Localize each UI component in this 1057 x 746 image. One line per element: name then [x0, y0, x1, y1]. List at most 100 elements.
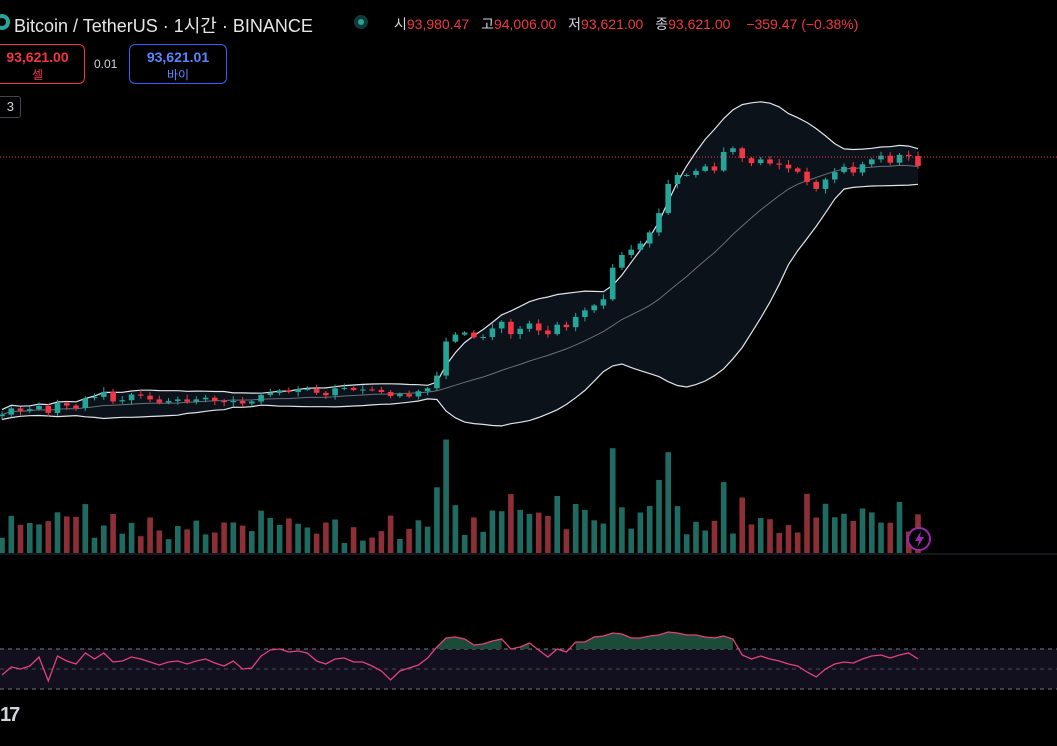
candle — [572, 316, 579, 328]
volume-bar — [887, 522, 894, 553]
candle — [767, 159, 773, 164]
volume-bar — [221, 522, 227, 553]
volume-bar — [360, 540, 366, 553]
candle — [8, 408, 15, 415]
candle — [822, 179, 829, 189]
candle — [221, 401, 227, 403]
candle — [304, 389, 311, 391]
volume-bar — [434, 487, 440, 553]
candle — [249, 401, 255, 404]
volume-bar — [832, 517, 838, 553]
candle — [794, 168, 801, 172]
volume-bar — [619, 507, 625, 553]
volume-bar — [711, 520, 718, 553]
candle — [443, 341, 449, 376]
volume-bar — [202, 534, 209, 553]
volume-bar — [674, 506, 681, 553]
low-label: 저 — [568, 16, 582, 32]
tradingview-logo-icon[interactable]: 17 — [0, 704, 20, 726]
bollinger-basis — [1, 164, 919, 416]
close-value: 93,621.00 — [668, 16, 731, 32]
volume-bar — [332, 519, 338, 553]
sell-button[interactable]: 93,621.00 셀 — [0, 44, 85, 84]
volume-bar — [369, 537, 375, 553]
candle — [582, 310, 588, 317]
sell-price: 93,621.00 — [6, 49, 69, 65]
volume-bar — [165, 539, 172, 553]
candle — [27, 409, 33, 411]
volume-bar — [739, 497, 745, 553]
candle — [165, 401, 172, 403]
volume-bar — [591, 520, 597, 553]
rsi-overbought-fill — [436, 637, 502, 649]
candle — [110, 392, 116, 402]
candle — [702, 166, 708, 171]
volume-bar — [230, 522, 237, 553]
candle — [230, 401, 237, 403]
volume-bar — [17, 524, 24, 553]
bitcoin-logo-icon — [0, 14, 10, 30]
volume-bar — [54, 512, 61, 553]
volume-bar — [794, 532, 801, 553]
candle — [878, 155, 884, 160]
candle — [156, 399, 163, 403]
candle — [489, 328, 496, 337]
volume-bar — [147, 517, 153, 553]
candle — [452, 334, 459, 342]
candle — [609, 267, 616, 300]
candle — [776, 163, 782, 165]
candle — [0, 414, 5, 417]
indicators-toggle[interactable]: 3 — [0, 96, 21, 118]
volume-bar — [471, 517, 477, 553]
high-value: 94,006.00 — [493, 16, 557, 32]
candle — [535, 323, 542, 331]
candle — [184, 399, 190, 402]
volume-bar — [841, 513, 847, 553]
volume-bar — [8, 515, 15, 553]
lightning-icon[interactable] — [907, 527, 931, 551]
candle — [600, 299, 607, 306]
candle — [804, 171, 810, 182]
buy-button[interactable]: 93,621.01 바이 — [129, 44, 227, 84]
volume-bar — [730, 533, 736, 553]
candle — [434, 375, 440, 389]
volume-bar — [276, 524, 283, 553]
candle — [869, 159, 875, 165]
volume-bar — [489, 510, 496, 553]
volume-bar — [91, 537, 98, 553]
bollinger-lower — [1, 183, 919, 427]
candle — [415, 391, 422, 397]
volume-bar — [869, 512, 875, 553]
volume-bar — [702, 530, 708, 553]
candle — [387, 392, 394, 397]
volume-bar — [748, 524, 755, 553]
volume-bar — [693, 521, 699, 553]
rsi-line — [1, 631, 919, 683]
volume-bar — [64, 516, 70, 553]
high-label: 고 — [481, 16, 494, 32]
volume-bar — [526, 513, 533, 553]
volume-bar — [239, 525, 246, 553]
symbol-title[interactable]: Bitcoin / TetherUS · 1시간 · BINANCE — [14, 16, 313, 36]
volume-bar — [101, 525, 107, 553]
volume-bar — [767, 519, 773, 553]
volume-bar — [138, 536, 144, 553]
candle — [674, 175, 681, 184]
candle — [82, 398, 89, 408]
volume-bar — [313, 533, 320, 553]
candle — [360, 389, 366, 391]
candle — [619, 255, 625, 268]
volume-bar — [378, 531, 385, 553]
buy-label: 바이 — [166, 68, 190, 82]
volume-bar — [128, 522, 135, 553]
candle — [748, 158, 755, 164]
open-value: 93,980.47 — [406, 16, 470, 32]
volume-bar — [498, 511, 505, 553]
volume-bar — [609, 448, 616, 553]
volume-bar — [665, 452, 671, 553]
volume-bar — [193, 520, 200, 553]
volume-bar — [508, 494, 514, 553]
candle — [720, 152, 727, 171]
volume-bar — [452, 505, 459, 553]
